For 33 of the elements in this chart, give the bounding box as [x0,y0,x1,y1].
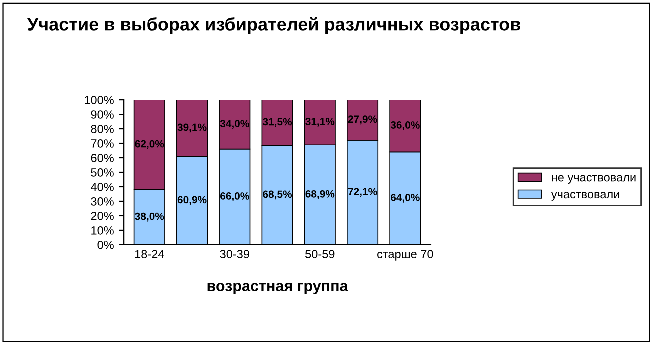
legend-label: не участвовали [552,175,636,184]
data-label: 31,5% [262,118,292,128]
x-tick-label: старше 70 [378,250,434,261]
legend-label: участвовали [551,192,620,201]
data-label: 36,0% [390,122,420,130]
y-tick-label: 0% [98,240,114,250]
data-label: 39,1% [178,124,207,133]
data-label: 31,1% [306,118,335,127]
y-tick-label: 50% [91,168,114,177]
y-tick-label: 40% [90,183,114,192]
data-label: 68,9% [306,190,335,200]
chart-title: Участие в выборах избирателей различных возрастов [27,17,520,34]
x-tick-label: 50-59 [306,250,335,258]
x-axis-title: возрастная группа [208,283,348,294]
y-tick-label: 90% [91,110,114,119]
y-tick-label: 30% [91,198,114,206]
data-label: 60,9% [178,196,207,206]
y-tick-label: 80% [91,125,114,134]
y-tick-label: 100% [85,96,114,104]
y-tick-label: 60% [91,154,114,162]
x-tick-label: 18-24 [135,250,164,258]
y-tick-label: 20% [91,212,114,220]
x-tick-label: 30-39 [220,250,250,258]
data-label: 68,5% [263,190,292,200]
data-label: 72,1% [348,188,378,198]
data-label: 66,0% [220,192,250,202]
data-label: 27,9% [348,116,378,125]
data-label: 64,0% [391,194,420,203]
data-label: 38,0% [135,212,164,222]
data-label: 34,0% [220,120,250,129]
data-label: 62,0% [135,140,164,150]
y-tick-label: 10% [92,226,114,235]
y-tick-label: 70% [91,140,114,148]
